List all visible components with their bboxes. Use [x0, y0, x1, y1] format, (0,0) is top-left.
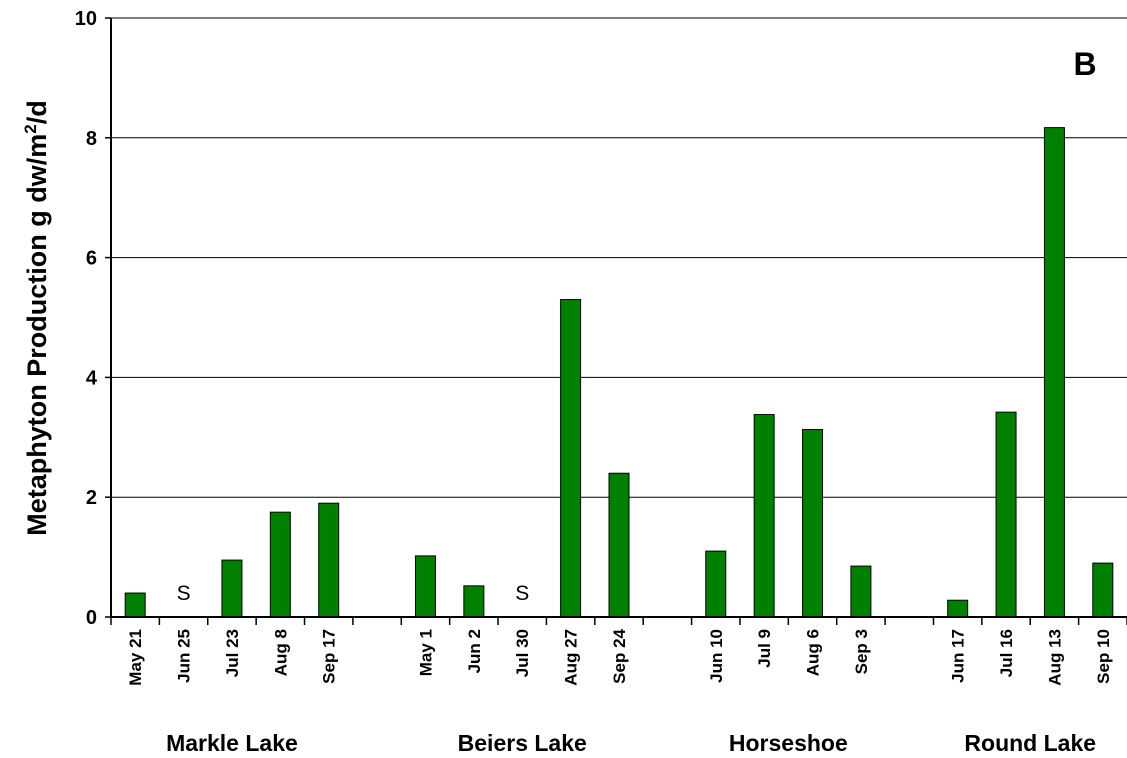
bar	[221, 559, 243, 618]
y-axis-label: Metaphyton Production g dw/m2/d	[21, 100, 52, 535]
group-label: Markle Lake	[166, 730, 298, 756]
bar	[414, 555, 436, 618]
annotation: S	[515, 582, 529, 605]
bar	[1092, 562, 1114, 618]
y-tick-label: 6	[86, 248, 97, 270]
x-tick-label: Jul 23	[223, 629, 242, 677]
bar	[753, 414, 775, 618]
x-tick-label: Jun 17	[949, 629, 968, 683]
x-tick-label: Aug 6	[804, 629, 823, 676]
y-label-suffix: /d	[22, 100, 52, 124]
y-tick-label: 4	[86, 367, 98, 389]
bar	[124, 592, 146, 618]
annotation: S	[177, 582, 191, 605]
x-tick-label: Aug 13	[1045, 629, 1064, 686]
bar	[560, 299, 582, 618]
bar	[463, 585, 485, 618]
x-tick-label: Sep 10	[1094, 629, 1113, 684]
x-tick-label: Sep 3	[852, 629, 871, 674]
panel-label: B	[1073, 46, 1096, 82]
x-tick-label: Jun 10	[707, 629, 726, 683]
bar	[1043, 127, 1065, 618]
bar	[705, 550, 727, 618]
bar	[995, 411, 1017, 618]
x-tick-label: Jul 9	[755, 629, 774, 668]
bar	[947, 599, 969, 618]
x-tick-label: Aug 27	[562, 629, 581, 686]
y-tick-label: 0	[86, 607, 97, 629]
group-label: Round Lake	[964, 730, 1096, 756]
y-tick-label: 8	[86, 128, 97, 150]
x-tick-label: Sep 17	[320, 629, 339, 684]
x-tick-label: May 21	[126, 629, 145, 686]
group-label: Horseshoe	[729, 730, 848, 756]
bar	[318, 502, 340, 618]
x-tick-label: Jun 25	[175, 629, 194, 683]
x-tick-label: Jun 2	[465, 629, 484, 673]
y-tick-label: 2	[86, 487, 97, 509]
x-tick-label: Jul 16	[997, 629, 1016, 677]
y-tick-label: 10	[75, 8, 97, 30]
bar	[608, 472, 630, 618]
bar	[269, 511, 291, 618]
y-label-sup: 2	[21, 124, 40, 133]
x-tick-label: Jul 30	[513, 629, 532, 677]
group-label: Beiers Lake	[458, 730, 587, 756]
bar	[850, 565, 872, 618]
x-tick-label: May 1	[416, 629, 435, 676]
x-tick-label: Aug 8	[271, 629, 290, 676]
y-label-text: Metaphyton Production g dw/m	[22, 134, 52, 536]
x-tick-label: Sep 24	[610, 628, 629, 683]
bar	[802, 429, 824, 618]
